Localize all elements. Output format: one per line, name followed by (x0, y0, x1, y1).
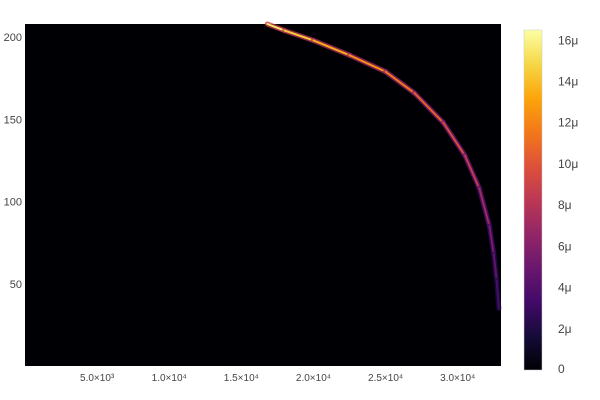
colorbar-tick-label: 6μ (558, 239, 572, 253)
y-tick-label: 150 (4, 114, 22, 126)
colorbar-tick-label: 16μ (558, 33, 578, 47)
colorbar-tick-label: 2μ (558, 322, 572, 336)
x-tick-label: 1.5×10⁴ (224, 373, 259, 384)
curve-segment (266, 23, 286, 32)
y-tick-label: 200 (4, 32, 22, 44)
x-tick-label: 2.5×10⁴ (368, 373, 403, 384)
y-tick-label: 100 (4, 197, 22, 209)
colorbar-tick-label: 8μ (558, 198, 572, 212)
curve-segment (413, 92, 445, 124)
x-tick-label: 5.0×10³ (80, 373, 115, 384)
colorbar (523, 29, 543, 371)
colorbar-tick-label: 10μ (558, 157, 578, 171)
curve-segment (492, 253, 498, 282)
curve-segment (348, 54, 387, 73)
x-tick-label: 3.0×10⁴ (440, 373, 475, 384)
curve-segment (463, 154, 481, 190)
curve-segment (488, 225, 495, 256)
heatmap-curve (264, 21, 502, 311)
plot-area (25, 24, 501, 366)
curve-segment (283, 29, 315, 42)
curve-segment (312, 39, 351, 57)
curve-segment (478, 187, 491, 228)
x-axis-ticks: 5.0×10³ 1.0×10⁴ 1.5×10⁴ 2.0×10⁴ 2.5×10⁴ 3.0×1… (80, 373, 475, 384)
y-axis-ticks: 50 100 150 200 (4, 32, 22, 291)
y-tick-label: 50 (10, 279, 22, 291)
colorbar-tick-label: 12μ (558, 116, 578, 130)
colorbar-ticks: 0 2μ 4μ 6μ 8μ 10μ 12μ 14μ 16μ (558, 33, 578, 376)
colorbar-tick-label: 0 (558, 362, 565, 376)
curve-segment (495, 279, 500, 310)
colorbar-tick-label: 4μ (558, 281, 572, 295)
x-tick-label: 1.0×10⁴ (152, 373, 187, 384)
curve-segment (384, 70, 416, 95)
x-tick-label: 2.0×10⁴ (296, 373, 331, 384)
curve-segment (442, 121, 466, 157)
colorbar-tick-label: 14μ (558, 75, 578, 89)
